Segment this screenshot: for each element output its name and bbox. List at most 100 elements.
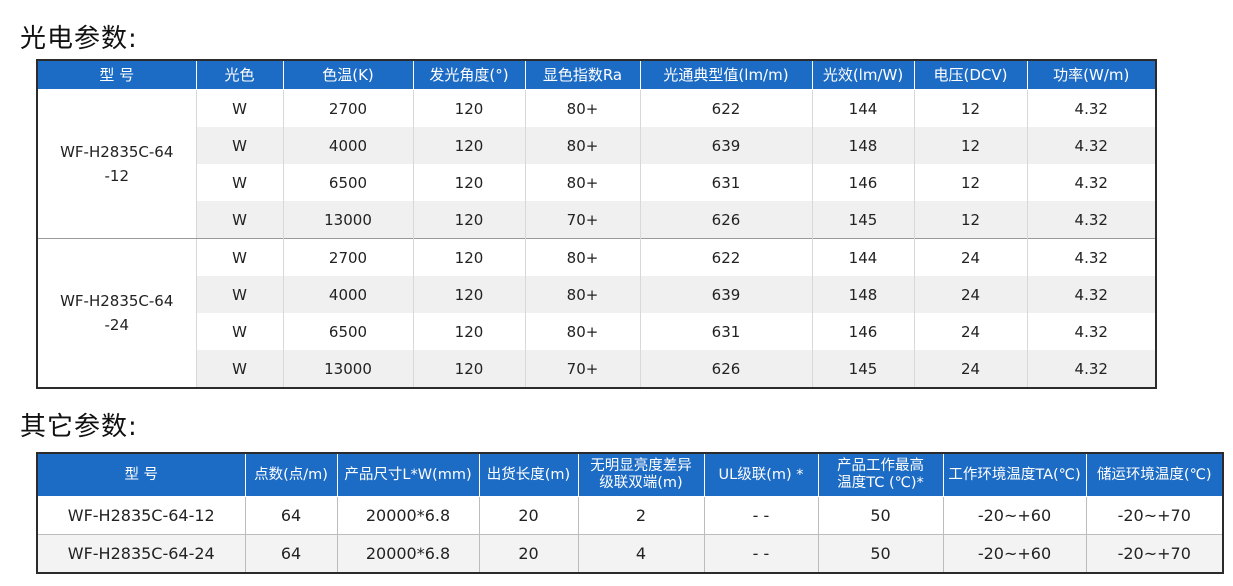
table-row: W 6500 120 80+ 631 146 12 4.32 xyxy=(37,164,1157,201)
voltage-cell: 12 xyxy=(913,89,1028,127)
power-cell: 4.32 xyxy=(1026,89,1157,127)
efficacy-cell: 146 xyxy=(811,313,915,350)
table-row: W 13000 120 70+ 626 145 12 4.32 xyxy=(37,201,1157,239)
light-color-cell: W xyxy=(195,89,284,127)
voltage-cell: 12 xyxy=(913,127,1028,164)
table-row: W 6500 120 80+ 631 146 24 4.32 xyxy=(37,313,1157,350)
beam-angle-cell: 120 xyxy=(412,201,526,239)
header-cascade-double: 无明显亮度差异 级联双端(m) xyxy=(577,452,705,497)
light-color-cell: W xyxy=(195,127,284,164)
voltage-cell: 24 xyxy=(913,276,1028,313)
luminous-flux-cell: 622 xyxy=(639,89,813,127)
luminous-flux-cell: 639 xyxy=(639,276,813,313)
header-line1: 型 号 xyxy=(124,466,159,483)
efficacy-cell: 144 xyxy=(811,238,915,276)
header-ship-length: 出货长度(m) xyxy=(478,452,579,497)
light-color-cell: W xyxy=(195,238,284,276)
model-cell: WF-H2835C-64 -12 xyxy=(36,89,197,239)
cascade-double-cell: 4 xyxy=(577,534,705,574)
table-row: WF-H2835C-64-24 64 20000*6.8 20 4- -50 -20~+6… xyxy=(36,534,1224,574)
color-temp-cell: 4000 xyxy=(282,276,414,313)
color-temp-cell: 6500 xyxy=(282,164,414,201)
table-header-row: 型 号 点数(点/m) 产品尺寸L*W(mm) 出货长度(m) 无明显亮度差异 级联双端(… xyxy=(36,452,1224,497)
points-cell: 64 xyxy=(244,496,338,535)
color-temp-cell: 13000 xyxy=(282,201,414,239)
table-row: WF-H2835C-64-12 64 20000*6.8 20 2- -50 -20~+6… xyxy=(36,496,1224,535)
header-ta: 工作环境温度TA(℃) xyxy=(942,452,1087,497)
table-row: WF-H2835C-64 -24 W 2700 120 80+ 622 144 24 4.32 xyxy=(36,238,1157,389)
header-line2: 温度TC (℃)* xyxy=(837,475,924,491)
power-cell: 4.32 xyxy=(1026,276,1157,313)
voltage-cell: 12 xyxy=(913,201,1028,239)
efficacy-cell: 145 xyxy=(811,350,915,388)
ta-cell: -20~+60 xyxy=(942,496,1087,535)
header-line1: 出货长度(m) xyxy=(486,466,571,483)
header-size: 产品尺寸L*W(mm) xyxy=(336,452,480,497)
header-light-color: 光色 xyxy=(195,59,284,90)
light-color-cell: W xyxy=(195,313,284,350)
header-beam-angle: 发光角度(°) xyxy=(412,59,526,90)
ship-length-cell: 20 xyxy=(478,534,579,574)
efficacy-cell: 148 xyxy=(811,127,915,164)
power-cell: 4.32 xyxy=(1026,313,1157,350)
header-storage-temp: 储运环境温度(℃) xyxy=(1085,452,1224,497)
header-voltage: 电压(DCV) xyxy=(913,59,1028,90)
light-color-cell: W xyxy=(195,201,284,239)
table-row: WF-H2835C-64 -12 W 2700 120 80+ 622 144 12 4.32 xyxy=(36,89,1157,239)
ul-cascade-cell: - - xyxy=(703,534,819,574)
max-tc-cell: 50 xyxy=(817,496,944,535)
table-row: W 4000 120 80+ 639 148 12 4.32 xyxy=(37,127,1157,164)
table-row: W 4000 120 80+ 639 148 24 4.32 xyxy=(37,276,1157,313)
color-temp-cell: 2700 xyxy=(282,238,414,276)
header-line1: 无明显亮度差异 xyxy=(590,458,692,474)
beam-angle-cell: 120 xyxy=(412,127,526,164)
light-color-cell: W xyxy=(195,350,284,388)
other-parameters-table: 型 号 点数(点/m) 产品尺寸L*W(mm) 出货长度(m) 无明显亮度差异 级联双端(… xyxy=(36,452,1224,574)
voltage-cell: 24 xyxy=(913,350,1028,388)
model-name-line2: -24 xyxy=(104,316,130,334)
color-temp-cell: 13000 xyxy=(282,350,414,388)
model-name-line1: WF-H2835C-64 xyxy=(60,143,174,161)
header-line1: 工作环境温度TA(℃) xyxy=(948,466,1081,483)
power-cell: 4.32 xyxy=(1026,201,1157,239)
power-cell: 4.32 xyxy=(1026,350,1157,388)
efficacy-cell: 148 xyxy=(811,276,915,313)
header-line1: 点数(点/m) xyxy=(254,466,328,483)
color-temp-cell: 4000 xyxy=(282,127,414,164)
light-color-cell: W xyxy=(195,164,284,201)
cri-cell: 70+ xyxy=(524,201,641,239)
luminous-flux-cell: 631 xyxy=(639,164,813,201)
ta-cell: -20~+60 xyxy=(942,534,1087,574)
efficacy-cell: 146 xyxy=(811,164,915,201)
color-temp-cell: 2700 xyxy=(282,89,414,127)
light-color-cell: W xyxy=(195,276,284,313)
storage-temp-cell: -20~+70 xyxy=(1085,496,1224,535)
section-title-photoelectric: 光电参数: xyxy=(20,24,138,54)
points-cell: 64 xyxy=(244,534,338,574)
cri-cell: 80+ xyxy=(524,313,641,350)
efficacy-cell: 145 xyxy=(811,201,915,239)
cri-cell: 80+ xyxy=(524,276,641,313)
beam-angle-cell: 120 xyxy=(412,313,526,350)
header-line1: 储运环境温度(℃) xyxy=(1096,466,1212,483)
model-name-line2: -12 xyxy=(104,167,130,185)
model-cell: WF-H2835C-64-12 xyxy=(36,496,246,535)
beam-angle-cell: 120 xyxy=(412,238,526,276)
model-name-line1: WF-H2835C-64 xyxy=(60,292,174,310)
beam-angle-cell: 120 xyxy=(412,164,526,201)
luminous-flux-cell: 626 xyxy=(639,350,813,388)
ship-length-cell: 20 xyxy=(478,496,579,535)
power-cell: 4.32 xyxy=(1026,164,1157,201)
cri-cell: 80+ xyxy=(524,164,641,201)
size-cell: 20000*6.8 xyxy=(336,496,480,535)
beam-angle-cell: 120 xyxy=(412,350,526,388)
header-model: 型 号 xyxy=(36,452,246,497)
header-line1: 产品工作最高 xyxy=(837,458,924,474)
header-model: 型 号 xyxy=(36,59,197,90)
beam-angle-cell: 120 xyxy=(412,276,526,313)
header-max-tc: 产品工作最高 温度TC (℃)* xyxy=(817,452,944,497)
cri-cell: 80+ xyxy=(524,89,641,127)
header-line1: UL级联(m) * xyxy=(718,466,804,483)
header-line1: 产品尺寸L*W(mm) xyxy=(344,466,472,483)
cri-cell: 70+ xyxy=(524,350,641,388)
